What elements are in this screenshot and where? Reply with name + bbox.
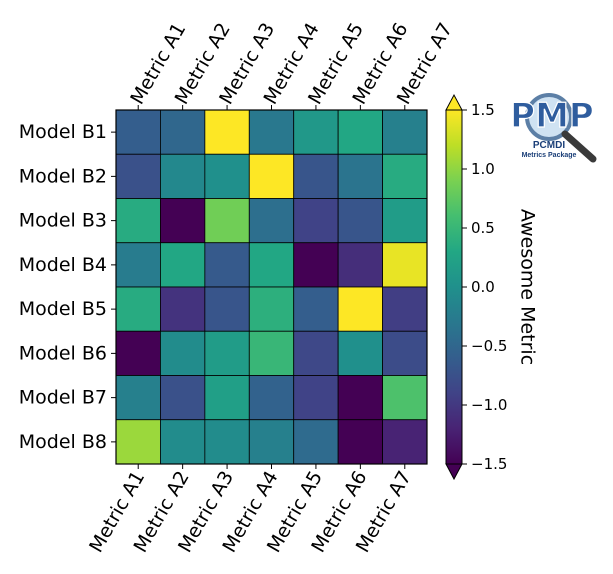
heatmap-cell [337,153,383,199]
heatmap-cell [160,330,206,376]
heatmap-cell [160,286,206,332]
row-label: Model B3 [19,210,107,232]
heatmap-cell [204,242,250,288]
heatmap-cell [382,286,428,332]
colorbar-extend-top [445,93,463,111]
heatmap-cells [115,109,428,465]
heatmap-cell [115,242,161,288]
heatmap-cell [115,375,161,421]
row-label: Model B2 [19,165,107,187]
heatmap-cell [204,109,250,155]
heatmap-cell [115,330,161,376]
row-label: Model B7 [19,387,107,409]
logo-globe [525,93,573,141]
heatmap-cell [204,330,250,376]
heatmap-cell [382,419,428,465]
heatmap-cell [204,198,250,244]
heatmap-cell [337,109,383,155]
heatmap-cell [248,242,295,288]
heatmap-cell [337,375,383,421]
colorbar-tick-label: 1.5 [471,101,495,119]
heatmap-cell [248,198,295,244]
heatmap-cell [248,330,295,376]
heatmap-cell [204,153,250,199]
colorbar-tick-label: 1.0 [471,160,495,178]
colorbar-gradient [446,110,462,464]
heatmap-cell [293,375,339,421]
heatmap-cell [337,330,383,376]
colorbar-tick-label: −1.0 [471,396,507,414]
heatmap-cell [337,198,383,244]
heatmap-cell [337,286,383,332]
logo-magnifier-handle [561,130,597,163]
logo-line2: Metrics Package [522,152,577,159]
heatmap-cell [160,153,206,199]
row-label: Model B4 [19,254,107,276]
heatmap-cell [204,286,250,332]
heatmap-cell [382,375,428,421]
row-label: Model B6 [19,342,107,364]
heatmap-cell [248,286,295,332]
colorbar: −1.5 −1.0 −0.5 0.0 0.5 1.0 1.5 Awesome Metric [445,93,539,481]
heatmap-cell [293,153,339,199]
heatmap-cell [382,109,428,155]
colorbar-tick-label: −0.5 [471,337,507,355]
colorbar-tick-label: −1.5 [471,455,507,473]
heatmap-cell [382,153,428,199]
heatmap-cell [382,198,428,244]
heatmap-cell [115,109,161,155]
logo-line1: PCMDI [533,140,565,151]
heatmap-cell [115,198,161,244]
row-label: Model B1 [19,121,107,143]
colorbar-tick-label: 0.5 [471,219,495,237]
heatmap-cell [337,242,383,288]
colorbar-tick-label: 0.0 [471,278,495,296]
heatmap-cell [248,419,295,465]
heatmap-cell [293,242,339,288]
heatmap-cell [293,330,339,376]
heatmap-cell [115,286,161,332]
heatmap-cell [160,109,206,155]
heatmap-cell [382,242,428,288]
heatmap-cell [160,419,206,465]
heatmap-cell [248,153,295,199]
pmp-logo: PMP PCMDI Metrics Package [510,93,597,163]
colorbar-title: Awesome Metric [517,209,539,365]
heatmap-cell [248,375,295,421]
logo-letters: PMP [510,96,594,136]
heatmap-cell [115,153,161,199]
heatmap-cell [293,198,339,244]
colorbar-extend-bottom [445,463,463,481]
row-label: Model B5 [19,298,107,320]
heatmap-cell [160,375,206,421]
heatmap-cell [293,419,339,465]
heatmap-cell [204,419,250,465]
heatmap-cell [204,375,250,421]
heatmap-cell [248,109,295,155]
heatmap-cell [293,286,339,332]
heatmap-cell [293,109,339,155]
heatmap-cell [337,419,383,465]
heatmap-cell [160,198,206,244]
heatmap-cell [160,242,206,288]
row-label: Model B8 [19,431,107,453]
heatmap-cell [382,330,428,376]
colorbar-ticks: −1.5 −1.0 −0.5 0.0 0.5 1.0 1.5 [462,101,507,473]
heatmap-cell [115,419,161,465]
row-labels: Model B1 Model B2 Model B3 Model B4 Model B5… [19,121,116,453]
